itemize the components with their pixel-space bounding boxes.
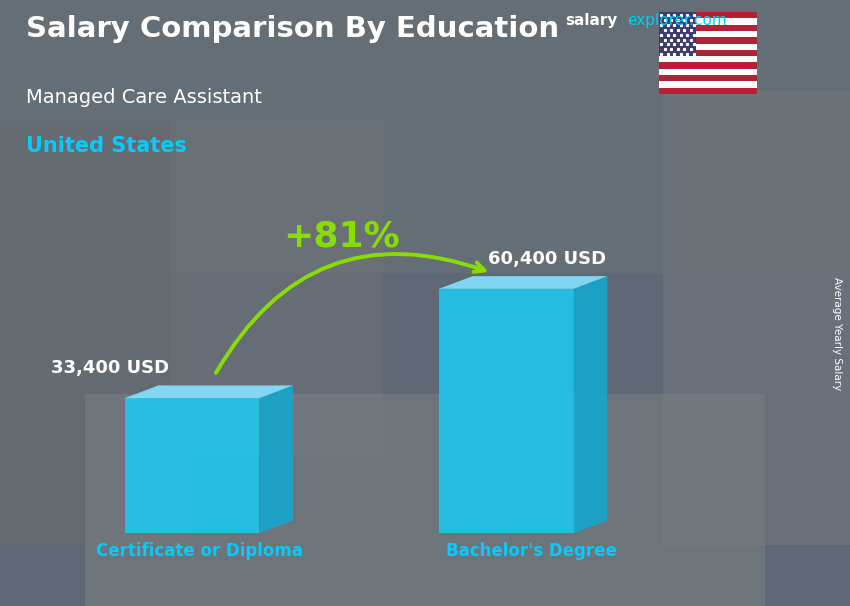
Bar <box>659 81 756 88</box>
Text: 60,400 USD: 60,400 USD <box>489 250 606 268</box>
Bar <box>170 121 382 454</box>
Bar <box>659 12 756 18</box>
Text: salary: salary <box>565 13 618 28</box>
Bar <box>659 18 756 25</box>
Polygon shape <box>574 276 607 533</box>
Bar <box>659 25 756 31</box>
Text: Managed Care Assistant: Managed Care Assistant <box>26 88 262 107</box>
Polygon shape <box>439 289 574 533</box>
Text: Certificate or Diploma: Certificate or Diploma <box>96 542 303 561</box>
Bar <box>659 38 756 44</box>
Bar <box>659 56 756 62</box>
Text: 33,400 USD: 33,400 USD <box>51 359 169 377</box>
Bar <box>663 91 850 545</box>
Polygon shape <box>439 276 607 289</box>
Polygon shape <box>125 385 293 398</box>
Text: +81%: +81% <box>283 219 400 253</box>
Bar <box>659 44 756 50</box>
Bar <box>659 12 696 56</box>
Bar <box>85 394 765 606</box>
Bar <box>659 68 756 75</box>
Polygon shape <box>259 385 293 533</box>
Text: Bachelor's Degree: Bachelor's Degree <box>445 542 617 561</box>
Bar <box>659 62 756 68</box>
Bar <box>659 31 756 38</box>
Bar <box>659 88 756 94</box>
Text: Salary Comparison By Education: Salary Comparison By Education <box>26 15 558 43</box>
Bar <box>0 0 850 273</box>
Text: United States: United States <box>26 136 186 156</box>
Bar <box>659 50 756 56</box>
Text: explorer.com: explorer.com <box>627 13 727 28</box>
Polygon shape <box>125 398 259 533</box>
Bar <box>0 121 187 545</box>
Bar <box>659 75 756 81</box>
Text: Average Yearly Salary: Average Yearly Salary <box>832 277 842 390</box>
